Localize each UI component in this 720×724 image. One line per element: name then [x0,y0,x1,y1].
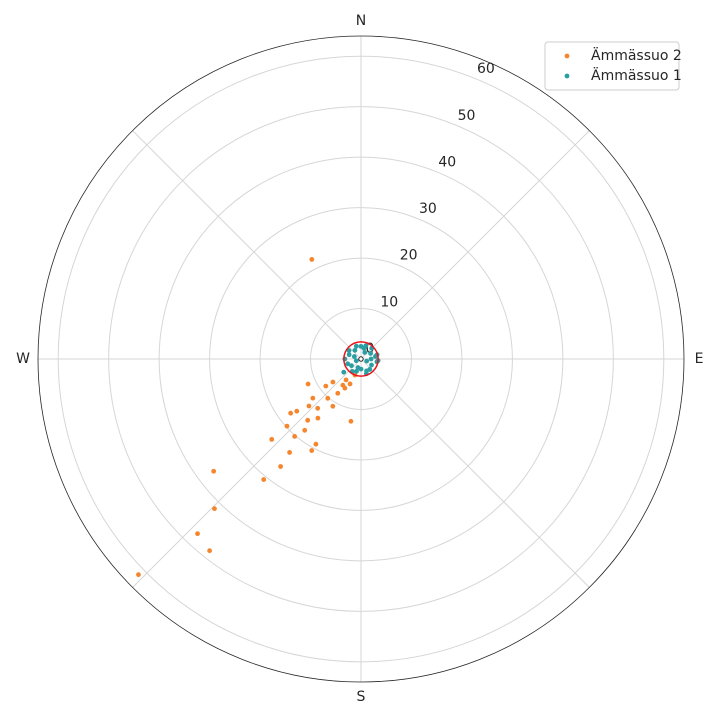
r-tick-label: 40 [438,154,456,170]
scatter-point [341,369,347,375]
scatter-point [294,408,300,414]
scatter-point [362,350,368,355]
r-tick-label: 20 [400,248,418,264]
radial-grid-line [108,106,614,612]
angular-grid-line [132,130,362,360]
scatter-point [305,417,311,423]
scatter-point [261,477,267,482]
radial-grid-line [259,257,463,461]
scatter-point [315,415,321,421]
legend-marker [564,73,570,79]
scatter-point [353,343,359,349]
scatter-point [330,403,336,409]
scatter-point [211,468,217,474]
scatter-point [368,356,374,362]
scatter-point [355,365,361,370]
scatter-point [278,464,283,469]
legend-label: Ämmässuo 2 [591,46,682,64]
scatter-point [309,448,315,453]
scatter-point [353,358,359,364]
angular-grid-line [132,358,362,588]
highlight-circle [343,341,379,377]
scatter-point [342,385,348,391]
angular-grid-line [360,130,590,360]
legend-marker [564,53,570,59]
scatter-point [309,257,315,262]
scatter-point [207,548,213,554]
theta-tick-label: N [356,13,366,29]
scatter-point [136,572,141,578]
scatter-point [348,418,354,424]
scatter-point [349,363,354,369]
scatter-point [352,347,358,353]
scatter-point [368,351,374,356]
r-tick-label: 50 [458,108,476,124]
scatter-point [330,379,336,385]
scatter-point [305,381,311,387]
scatter-point [313,441,319,447]
radial-grid-line [209,207,513,511]
scatter-point [325,395,331,401]
radial-grid-line [158,156,564,562]
scatter-point [306,403,312,409]
r-tick-label: 30 [419,201,437,217]
scatter-point [212,506,217,512]
theta-tick-label: W [16,351,30,367]
scatter-point [335,390,341,396]
scatter-point [288,410,294,416]
scatter-point [354,368,359,374]
scatter-point [346,352,352,358]
scatter-point [310,395,316,401]
scatter-point [284,423,290,429]
scatter-point [347,381,353,387]
scatter-point [364,358,370,364]
scatter-point [315,405,321,411]
scatter-point [361,345,367,351]
scatter-point [302,427,308,433]
angular-grid-line [360,358,590,588]
scatter-point [343,377,349,383]
scatter-point [292,434,298,439]
scatter-point [287,450,292,455]
polar-spine [37,35,685,683]
r-tick-label: 60 [477,61,495,77]
radial-grid-line [57,55,665,663]
center-marker [358,356,364,362]
theta-tick-label: S [357,689,366,705]
r-tick-label: 10 [380,294,398,310]
scatter-point [269,436,275,442]
scatter-point [345,361,351,367]
legend-box [544,41,680,91]
scatter-point [369,362,374,368]
scatter-point [364,368,369,374]
legend-label: Ämmässuo 1 [591,66,682,84]
scatter-point [195,531,200,537]
radial-grid-line [310,308,412,410]
theta-tick-label: E [695,351,704,367]
scatter-point [351,354,357,359]
legend: Ämmässuo 2 Ämmässuo 1 [544,41,682,91]
scatter-point [346,348,352,354]
scatter-point [323,383,329,389]
